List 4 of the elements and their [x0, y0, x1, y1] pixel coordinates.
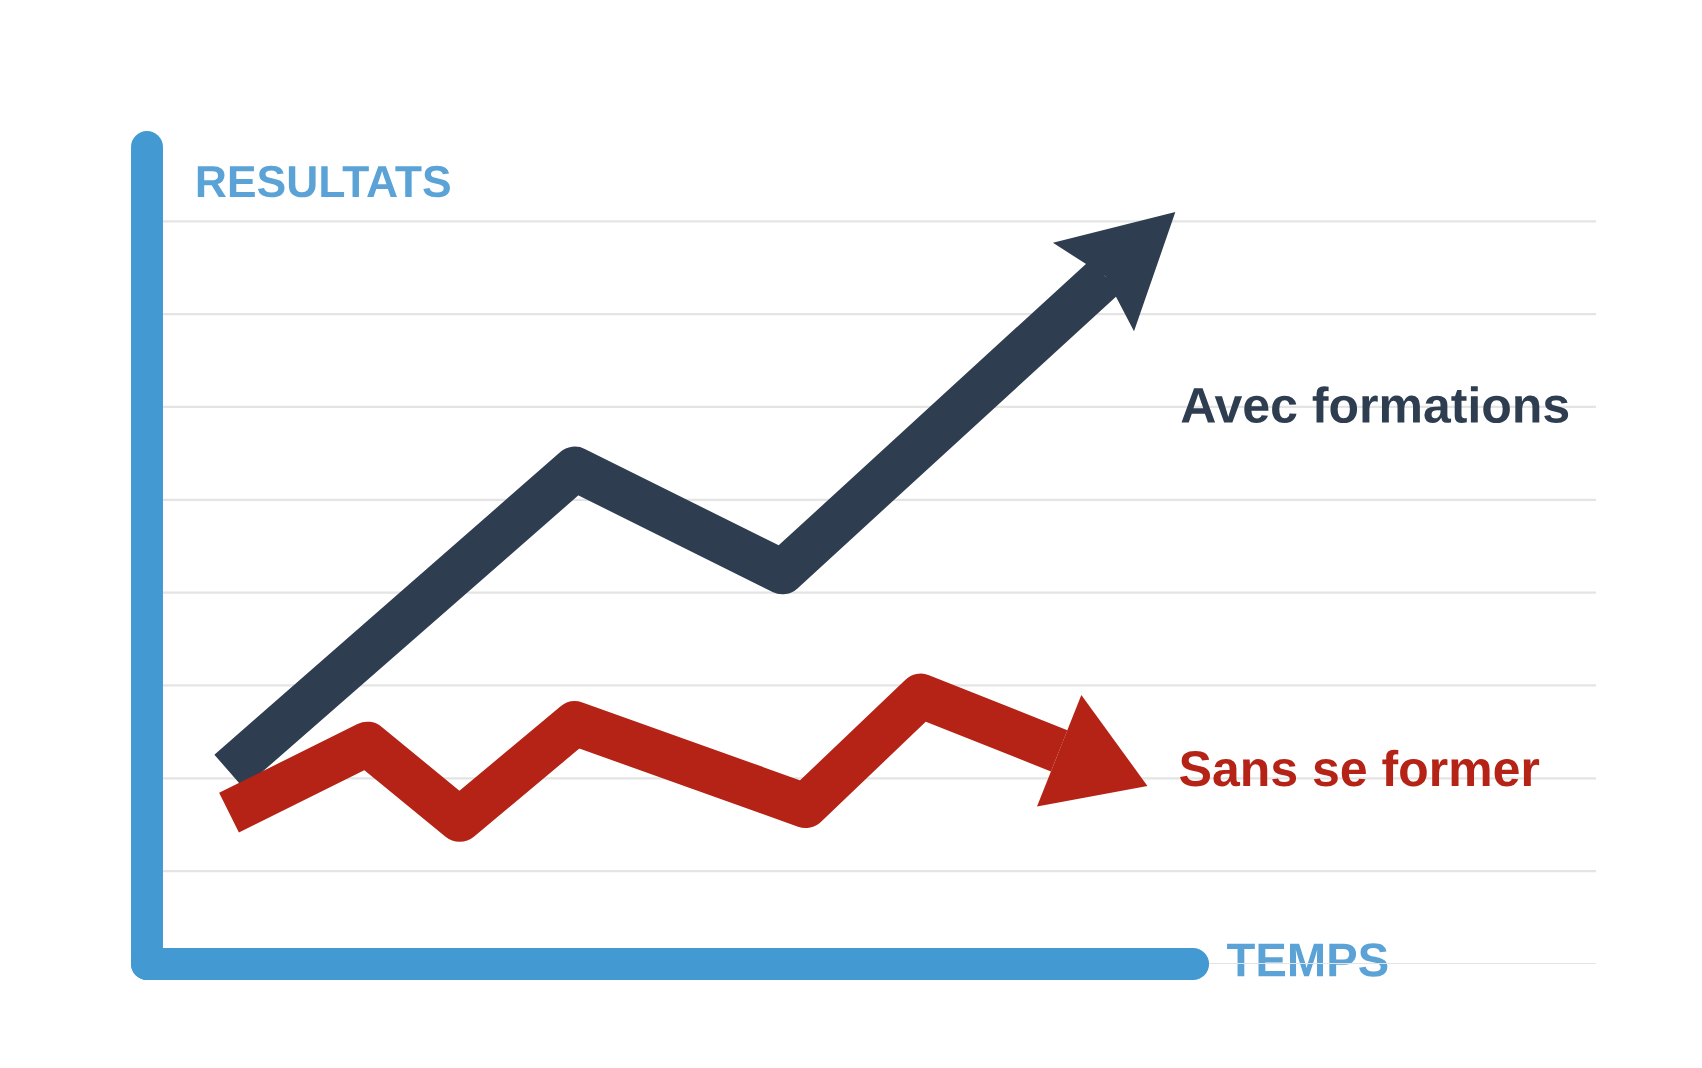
- x-axis-title: TEMPS: [1227, 943, 1388, 977]
- y-axis-title: RESULTATS: [197, 165, 450, 198]
- legend-label: Sans se former: [1180, 749, 1540, 787]
- text: Avec formations: [1181, 386, 1569, 424]
